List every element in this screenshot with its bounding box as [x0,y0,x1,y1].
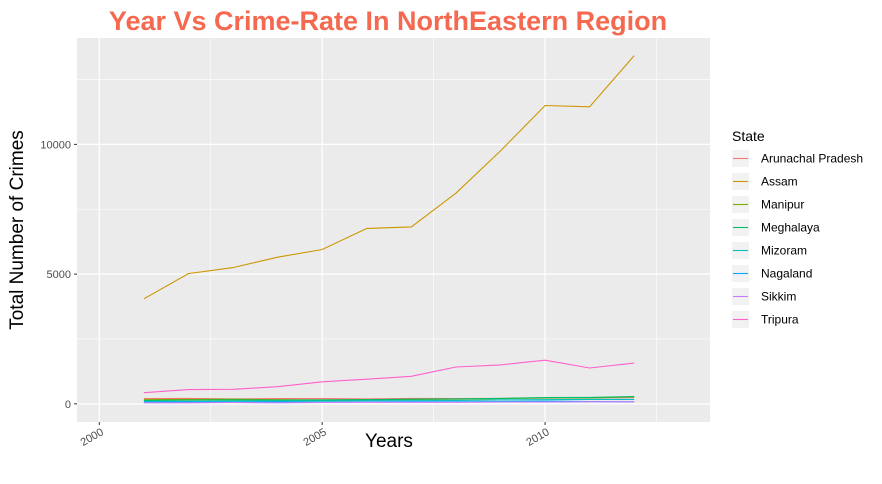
legend-label-assam: Assam [761,175,798,189]
series-line-meghalaya [143,396,635,402]
legend-label-manipur: Manipur [761,198,804,212]
x-tick-label: 2005 [301,426,328,449]
x-tick-label: 2000 [79,426,106,449]
x-tick-label: 2010 [524,426,551,449]
y-tick-label: 10000 [40,139,71,151]
plot-panel [77,38,710,422]
chart-title: Year Vs Crime-Rate In NorthEastern Regio… [109,6,667,36]
series-line-tripura [143,359,635,394]
x-axis: 2000 2005 2010 [79,422,552,449]
y-tick-label: 5000 [47,269,71,281]
series-line-assam [143,55,635,300]
y-axis: 0 5000 10000 [40,139,77,411]
legend-label-sikkim: Sikkim [761,290,796,304]
legend: State Arunachal Pradesh Assam Manipur Megha… [732,128,863,328]
legend-label-meghalaya: Meghalaya [761,221,820,235]
series-line-sikkim [143,401,635,404]
y-axis-title: Total Number of Crimes [7,130,28,330]
y-tick-label: 0 [65,399,71,411]
series-line-mizoram [143,398,635,403]
legend-label-nagaland: Nagaland [761,267,812,281]
legend-label-arunachal-pradesh: Arunachal Pradesh [761,152,863,166]
legend-label-tripura: Tripura [761,313,799,327]
x-axis-title: Years [365,431,413,452]
grid-lines [77,38,710,422]
legend-label-mizoram: Mizoram [761,244,807,258]
series-lines [143,55,635,404]
legend-title: State [732,128,765,144]
